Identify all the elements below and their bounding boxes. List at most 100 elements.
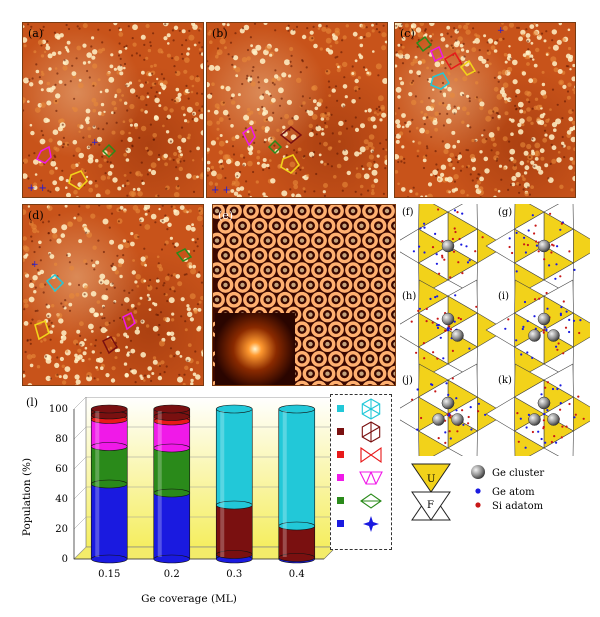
stm-feature (76, 45, 82, 51)
pattern-node (367, 327, 373, 332)
stm-feature (431, 33, 435, 36)
stm-pit (56, 373, 59, 376)
stm-pit (330, 113, 333, 116)
stm-pit (157, 194, 160, 197)
stm-pit (147, 210, 150, 213)
stm-feature (567, 46, 572, 51)
pattern-node (342, 312, 347, 317)
stm-feature (446, 25, 451, 30)
pattern-ring (294, 205, 310, 219)
stm-feature (147, 366, 152, 371)
stm-feature (466, 94, 470, 98)
stm-feature (158, 207, 161, 211)
bar-cap (153, 404, 191, 414)
model-atom (556, 348, 559, 351)
stm-feature (88, 187, 94, 193)
stm-pit (23, 161, 25, 164)
stm-pit (227, 53, 230, 56)
stm-feature (288, 74, 292, 78)
pattern-ring (226, 232, 242, 249)
stm-feature (188, 209, 192, 213)
stm-feature (256, 150, 261, 154)
pattern-node (265, 208, 271, 214)
stm-feature (91, 36, 95, 40)
pattern-ring (294, 321, 310, 338)
stm-feature (193, 43, 197, 47)
stm-feature (292, 180, 299, 186)
stm-pit (106, 160, 109, 163)
stm-pit (100, 281, 103, 284)
stm-feature (558, 23, 562, 26)
stm-feature (128, 118, 133, 123)
stm-feature (196, 273, 201, 278)
stm-feature (521, 33, 525, 37)
si-adatom-icon (475, 502, 481, 508)
stm-pit (88, 76, 91, 79)
stm-pit (41, 29, 44, 32)
pattern-ring (251, 217, 268, 234)
stm-feature (475, 81, 479, 85)
stm-pit (145, 103, 148, 107)
model-atom (572, 319, 576, 322)
stm-feature (534, 142, 541, 149)
model-atom (461, 272, 464, 275)
stm-feature (371, 146, 375, 150)
stm-feature (146, 95, 150, 99)
stm-pit (183, 373, 186, 376)
stm-feature (267, 116, 274, 122)
stm-feature (98, 163, 103, 168)
stm-feature (134, 280, 138, 284)
stm-feature (91, 97, 97, 103)
model-atom (553, 435, 556, 438)
stm-feature (236, 187, 241, 192)
stm-feature (363, 139, 369, 145)
pattern-node (282, 297, 288, 302)
stm-pit (400, 43, 403, 46)
stm-feature (207, 109, 211, 113)
stm-feature (259, 58, 266, 64)
stm-feature (83, 259, 87, 264)
stm-feature (218, 140, 225, 147)
stm-pit (456, 161, 459, 164)
stm-feature (544, 163, 549, 168)
pattern-ring (243, 232, 259, 249)
stm-feature (544, 133, 548, 137)
pattern-ring (234, 217, 251, 234)
stm-feature (62, 65, 68, 71)
model-atom (441, 240, 444, 243)
model-atom (429, 297, 432, 300)
stm-feature (449, 92, 455, 98)
stm-feature (408, 92, 413, 97)
stm-feature (375, 63, 382, 70)
stm-feature (91, 350, 96, 354)
legend-ge-cluster: Ge cluster (492, 468, 544, 479)
stm-pit (196, 245, 199, 248)
stm-pit (410, 81, 413, 84)
stm-feature (136, 285, 140, 288)
y-axis-label: Population (%) (21, 458, 33, 536)
pattern-ring (302, 217, 319, 234)
model-atom (431, 321, 434, 324)
bar-segment (215, 504, 253, 555)
model-atom (544, 386, 547, 389)
stm-pit (403, 161, 406, 164)
pattern-node (359, 371, 364, 376)
stm-feature (457, 154, 463, 159)
model-atom (475, 305, 478, 308)
stm-feature (334, 40, 339, 45)
stm-feature (51, 227, 58, 234)
stm-pit (222, 101, 225, 104)
stm-feature (121, 94, 124, 97)
stm-pit (434, 174, 438, 178)
stm-feature (524, 165, 530, 171)
pattern-node (282, 267, 288, 273)
stm-pit (33, 250, 36, 254)
stm-pit (127, 240, 130, 243)
stm-feature (281, 72, 287, 78)
stm-pit (55, 109, 58, 112)
stm-feature (148, 168, 152, 172)
stm-feature (83, 338, 87, 342)
stm-feature (194, 101, 200, 107)
stm-feature (452, 166, 456, 170)
model-atom (526, 319, 529, 323)
